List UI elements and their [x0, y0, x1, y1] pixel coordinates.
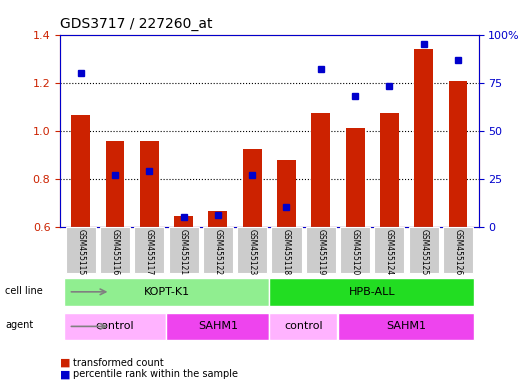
- Bar: [134, 227, 164, 273]
- Bar: [311, 113, 330, 227]
- Bar: [65, 227, 96, 273]
- Bar: [64, 278, 269, 306]
- Text: GSM455116: GSM455116: [110, 229, 120, 275]
- Text: cell line: cell line: [5, 286, 43, 296]
- Text: ■: ■: [60, 358, 71, 368]
- Text: percentile rank within the sample: percentile rank within the sample: [73, 369, 238, 379]
- Bar: [174, 216, 193, 227]
- Bar: [449, 81, 468, 227]
- Text: GSM455120: GSM455120: [350, 229, 360, 275]
- Bar: [374, 227, 404, 273]
- Text: GSM455123: GSM455123: [248, 229, 257, 275]
- Bar: [277, 160, 296, 227]
- Bar: [271, 227, 302, 273]
- Bar: [414, 49, 433, 227]
- Text: SAHM1: SAHM1: [198, 321, 238, 331]
- Text: GDS3717 / 227260_at: GDS3717 / 227260_at: [60, 17, 213, 31]
- Bar: [209, 211, 228, 227]
- Bar: [306, 227, 336, 273]
- Bar: [168, 227, 199, 273]
- Text: HPB-ALL: HPB-ALL: [349, 287, 395, 297]
- Bar: [106, 141, 124, 227]
- Text: SAHM1: SAHM1: [386, 321, 427, 331]
- Text: control: control: [96, 321, 134, 331]
- Bar: [340, 227, 370, 273]
- Bar: [203, 227, 233, 273]
- Bar: [237, 227, 267, 273]
- Text: control: control: [285, 321, 323, 331]
- Text: GSM455115: GSM455115: [76, 229, 85, 275]
- Bar: [269, 313, 337, 340]
- Text: GSM455118: GSM455118: [282, 229, 291, 275]
- Text: GSM455121: GSM455121: [179, 229, 188, 275]
- Bar: [346, 128, 365, 227]
- Text: GSM455117: GSM455117: [145, 229, 154, 275]
- Bar: [408, 227, 439, 273]
- Text: GSM455122: GSM455122: [213, 229, 222, 275]
- Bar: [243, 149, 262, 227]
- Text: GSM455126: GSM455126: [453, 229, 462, 275]
- Bar: [71, 115, 90, 227]
- Bar: [140, 141, 159, 227]
- Bar: [380, 113, 399, 227]
- Text: GSM455124: GSM455124: [385, 229, 394, 275]
- Text: agent: agent: [5, 320, 33, 330]
- Bar: [166, 313, 269, 340]
- Text: KOPT-K1: KOPT-K1: [143, 287, 189, 297]
- Text: transformed count: transformed count: [73, 358, 164, 368]
- Bar: [269, 278, 474, 306]
- Text: ■: ■: [60, 369, 71, 379]
- Bar: [64, 313, 166, 340]
- Text: GSM455119: GSM455119: [316, 229, 325, 275]
- Bar: [338, 313, 474, 340]
- Bar: [100, 227, 130, 273]
- Bar: [443, 227, 473, 273]
- Text: GSM455125: GSM455125: [419, 229, 428, 275]
